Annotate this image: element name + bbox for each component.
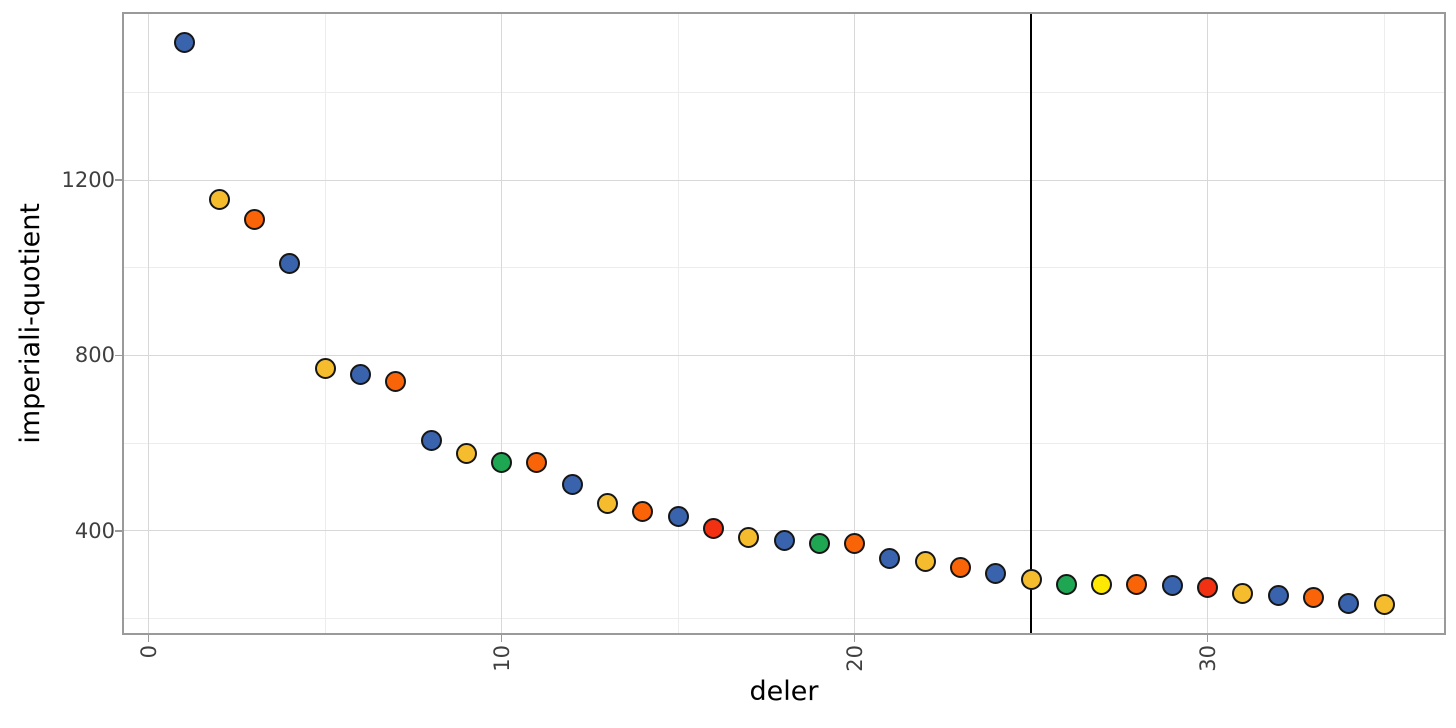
quotient-point-gold xyxy=(208,189,230,211)
quotient-point-gold xyxy=(914,550,936,572)
x-gridline-minor xyxy=(677,14,679,633)
y-tick-mark xyxy=(115,179,122,181)
y-gridline-major xyxy=(124,179,1444,181)
quotient-point-gold xyxy=(1373,594,1395,616)
x-gridline-minor xyxy=(324,14,326,633)
x-axis-title: deler xyxy=(749,676,819,707)
quotient-point-orange xyxy=(632,501,654,522)
quotient-point-blue xyxy=(985,562,1007,584)
quotient-point-orange xyxy=(526,452,548,474)
x-tick-mark xyxy=(1206,635,1209,642)
y-axis-title-wrap: imperiali-quotient xyxy=(10,14,50,633)
x-gridline-major xyxy=(501,14,503,633)
quotient-point-gold xyxy=(738,526,760,548)
y-tick-label: 400 xyxy=(74,518,115,543)
quotient-point-blue xyxy=(879,548,901,570)
x-tick-mark xyxy=(853,635,856,642)
x-gridline-major xyxy=(854,14,856,633)
quotient-point-green xyxy=(808,533,830,555)
y-gridline-major xyxy=(124,354,1444,356)
quotient-point-gold xyxy=(1020,569,1042,591)
quotient-point-gold xyxy=(1232,583,1254,605)
x-tick-label: 0 xyxy=(136,645,161,659)
quotient-point-gold xyxy=(314,358,336,380)
quotient-point-blue xyxy=(1338,593,1360,615)
quotient-point-blue xyxy=(1267,584,1289,606)
x-tick-mark xyxy=(500,635,503,642)
seats-cutoff-line xyxy=(1030,14,1033,633)
x-tick-label: 30 xyxy=(1195,645,1220,672)
y-gridline-minor xyxy=(124,617,1444,619)
y-gridline-minor xyxy=(124,92,1444,94)
quotient-point-blue xyxy=(420,430,442,452)
y-tick-label: 1200 xyxy=(61,168,115,193)
y-tick-label: 800 xyxy=(74,343,115,368)
x-tick-mark xyxy=(147,635,150,642)
quotient-point-orange xyxy=(244,209,266,231)
quotient-point-blue xyxy=(173,31,195,53)
quotient-point-gold xyxy=(597,493,619,515)
quotient-point-blue xyxy=(667,505,689,527)
x-gridline-minor xyxy=(1383,14,1385,633)
quotient-point-blue xyxy=(349,363,371,385)
quotient-point-blue xyxy=(561,474,583,496)
y-tick-mark xyxy=(115,530,122,532)
quotient-point-blue xyxy=(1161,574,1183,596)
x-tick-label: 10 xyxy=(489,645,514,672)
quotient-point-orange xyxy=(1302,587,1324,609)
x-tick-label: 20 xyxy=(842,645,867,672)
quotient-point-green xyxy=(491,452,513,474)
quotient-point-orange xyxy=(949,556,971,578)
quotient-point-yellow xyxy=(1091,573,1113,595)
quotient-point-gold xyxy=(455,442,477,464)
quotient-point-blue xyxy=(773,529,795,551)
x-gridline-major xyxy=(1207,14,1209,633)
x-gridline-major xyxy=(148,14,150,633)
quotient-point-green xyxy=(1055,573,1077,595)
quotient-point-red xyxy=(702,518,724,540)
y-gridline-minor xyxy=(124,267,1444,269)
y-axis-title: imperiali-quotient xyxy=(14,203,46,444)
quotient-point-orange xyxy=(385,371,407,393)
quotient-point-blue xyxy=(279,252,301,274)
y-gridline-minor xyxy=(124,442,1444,444)
y-tick-mark xyxy=(115,354,122,357)
quotient-point-red xyxy=(1197,577,1219,599)
quotient-point-orange xyxy=(844,533,866,555)
quotient-point-orange xyxy=(1126,573,1148,595)
